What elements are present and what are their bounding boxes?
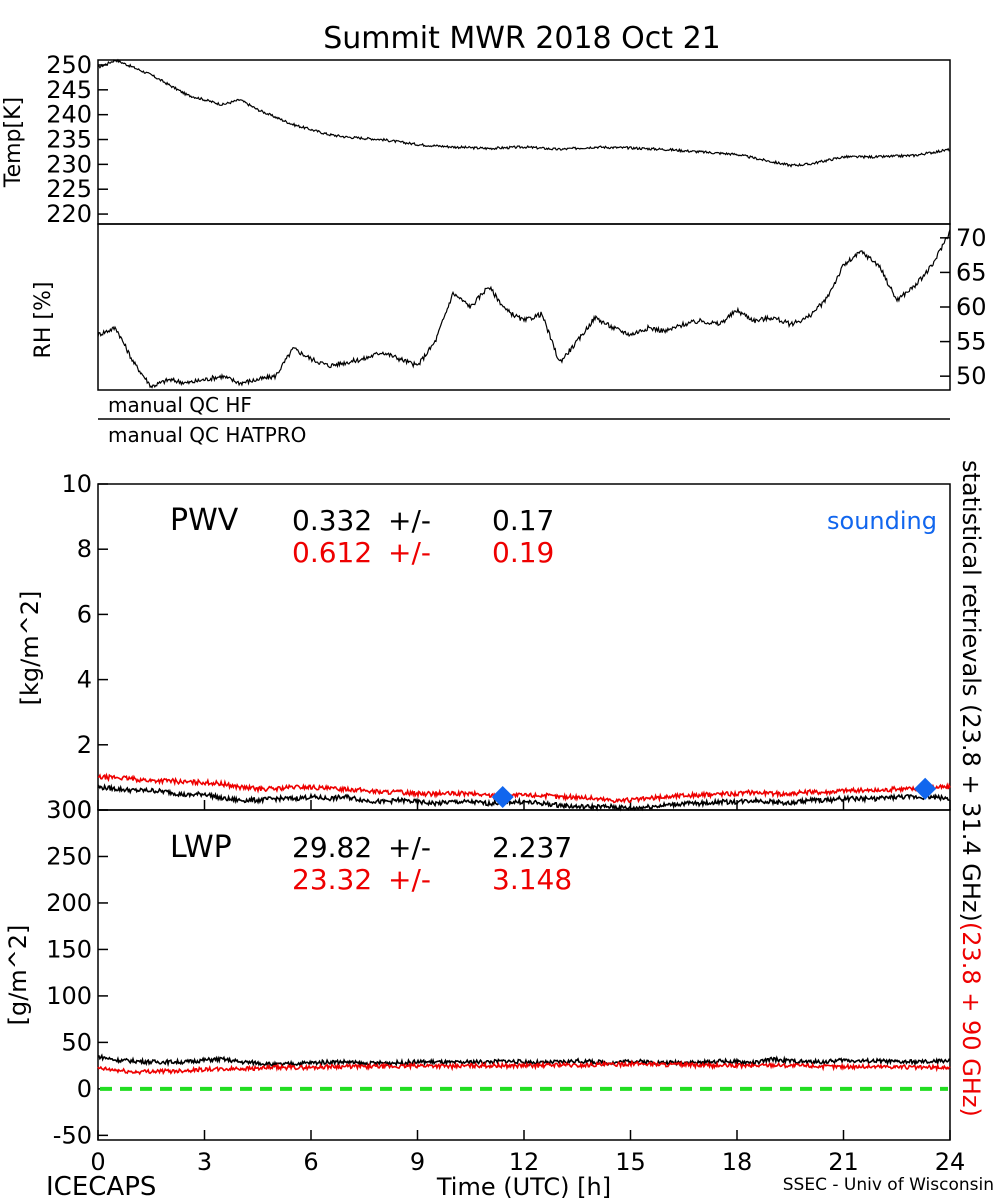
temp-ytick-label: 230 [46, 150, 92, 178]
lwp-red-mean: 23.32 [292, 863, 372, 896]
pwv-red-sd: 0.19 [492, 536, 554, 569]
side-label-black-text: statistical retrievals (23.8 + 31.4 GHz) [957, 460, 985, 922]
lwp-panel-title: LWP [170, 830, 232, 865]
x-tick-label: 18 [722, 1148, 753, 1176]
qc-strip: manual QC HF manual QC HATPRO [98, 393, 950, 447]
footer-right-label: SSEC - Univ of Wisconsin [783, 1175, 994, 1195]
side-labels: statistical retrievals (23.8 + 31.4 GHz)… [957, 460, 985, 1117]
pwv-y-axis-ticks: 0 2 4 6 8 10 [61, 470, 108, 824]
lwp-ytick-label: -50 [53, 1121, 92, 1149]
qc-hf-label: manual QC HF [108, 393, 252, 417]
lwp-ytick-label: 250 [46, 842, 92, 870]
pwv-ytick-label: 0 [77, 796, 92, 824]
pwv-panel: 0 2 4 6 8 10 PWV 0.332 +/- 0.17 0.612 +/- 0.1… [16, 470, 951, 824]
x-tick-label: 0 [90, 1148, 105, 1176]
pwv-black-sd: 0.17 [492, 504, 554, 537]
pwv-series-red [97, 772, 951, 804]
pwv-ytick-label: 8 [77, 535, 92, 563]
lwp-ytick-label: 150 [46, 935, 92, 963]
lwp-y-axis-label: [g/m^2] [4, 925, 32, 1026]
lwp-ytick-label: 0 [77, 1075, 92, 1103]
pwv-series-layer [97, 772, 951, 812]
rh-series-black [97, 229, 951, 389]
rh-ytick-label: 50 [956, 362, 987, 390]
lwp-series-red [97, 1059, 951, 1076]
lwp-y-axis-ticks: -50 0 50 100 150 200 250 300 [46, 796, 108, 1149]
pwv-red-pm: +/- [388, 536, 431, 569]
temp-ytick-label: 250 [46, 51, 92, 79]
rh-ytick-label: 70 [956, 224, 987, 252]
temp-ytick-label: 235 [46, 126, 92, 154]
temp-ytick-label: 240 [46, 101, 92, 129]
pwv-ytick-label: 2 [77, 731, 92, 759]
pwv-ytick-label: 6 [77, 600, 92, 628]
sounding-point [491, 785, 514, 808]
lwp-black-mean: 29.82 [292, 831, 372, 864]
lwp-ytick-label: 50 [61, 1028, 92, 1056]
x-tick-label: 6 [303, 1148, 318, 1176]
lwp-series-layer [97, 1053, 951, 1076]
x-tick-label: 9 [410, 1148, 425, 1176]
temp-ytick-label: 225 [46, 175, 92, 203]
pwv-ytick-label: 10 [61, 470, 92, 498]
temp-series-layer [97, 58, 951, 168]
side-label-statistical: statistical retrievals (23.8 + 31.4 GHz)… [957, 460, 985, 1117]
side-label-red-text: (23.8 + 90 GHz) [957, 922, 985, 1117]
pwv-series-black [97, 783, 951, 812]
qc-hatpro-label: manual QC HATPRO [108, 423, 306, 447]
pwv-y-axis-label: [kg/m^2] [16, 591, 44, 706]
lwp-black-sd: 2.237 [492, 831, 572, 864]
x-tick-label: 15 [615, 1148, 646, 1176]
x-tick-label: 12 [509, 1148, 540, 1176]
lwp-x-axis-ticks: 0 3 6 9 12 15 18 21 24 [90, 1130, 965, 1176]
lwp-ytick-label: 100 [46, 982, 92, 1010]
temp-plot-frame [97, 59, 951, 225]
rh-ytick-label: 55 [956, 328, 987, 356]
chart-title: Summit MWR 2018 Oct 21 [323, 21, 721, 56]
pwv-black-pm: +/- [388, 504, 431, 537]
x-axis-label: Time (UTC) [h] [436, 1173, 611, 1200]
lwp-black-pm: +/- [388, 831, 431, 864]
x-tick-label: 24 [935, 1148, 966, 1176]
sounding-point [914, 777, 937, 800]
rh-y-axis-label: RH [%] [31, 282, 56, 359]
pwv-red-mean: 0.612 [292, 536, 372, 569]
temp-ytick-label: 245 [46, 76, 92, 104]
lwp-red-sd: 3.148 [492, 863, 572, 896]
lwp-ytick-label: 300 [46, 796, 92, 824]
pwv-panel-title: PWV [170, 503, 239, 538]
pwv-black-mean: 0.332 [292, 504, 372, 537]
rh-plot-frame [97, 223, 951, 391]
temp-series-black [97, 58, 951, 168]
lwp-ytick-label: 200 [46, 889, 92, 917]
sounding-legend-label: sounding [827, 507, 937, 535]
temp-y-axis-label: Temp[K] [1, 97, 26, 188]
rh-panel: 50 55 60 65 70 RH [%] [31, 223, 987, 391]
rh-y-axis-ticks: 50 55 60 65 70 [940, 224, 987, 390]
pwv-sounding-layer [491, 777, 937, 808]
x-tick-label: 21 [828, 1148, 859, 1176]
footer-left-label: ICECAPS [46, 1172, 156, 1200]
lwp-red-pm: +/- [388, 863, 431, 896]
rh-ytick-label: 60 [956, 293, 987, 321]
temp-ytick-label: 220 [46, 200, 92, 228]
rh-series-layer [97, 229, 951, 389]
pwv-ytick-label: 4 [77, 666, 92, 694]
rh-ytick-label: 65 [956, 258, 987, 286]
x-tick-label: 3 [197, 1148, 212, 1176]
